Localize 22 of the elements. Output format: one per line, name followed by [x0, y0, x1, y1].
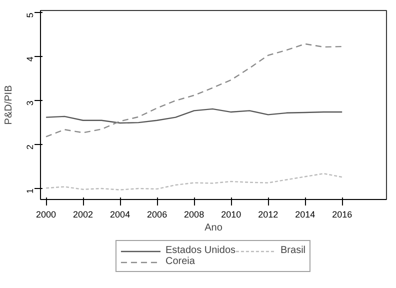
- x-tick-label: 2014: [295, 210, 316, 220]
- x-tick-label: 2006: [147, 210, 168, 220]
- y-tick-label: 3: [25, 100, 35, 106]
- x-tick-label: 2002: [73, 210, 94, 220]
- line-series: [45, 108, 343, 124]
- legend-label: Coreia: [165, 256, 195, 267]
- line-series: [45, 172, 343, 190]
- x-tick-label: 2012: [258, 210, 278, 220]
- line-series: [45, 43, 343, 138]
- y-tick-label: 4: [25, 56, 35, 62]
- x-tick-label: 2016: [332, 210, 352, 220]
- y-tick-label: 1: [25, 188, 35, 194]
- y-tick-label: 2: [25, 144, 35, 150]
- legend-label: Brasil: [280, 245, 306, 256]
- x-tick-label: 2008: [184, 210, 204, 220]
- y-axis-title: P&D/PIB: [4, 84, 14, 125]
- x-axis-title: Ano: [204, 222, 223, 234]
- x-tick-label: 2000: [36, 210, 56, 220]
- y-tick-label: 5: [25, 12, 35, 18]
- legend-label: Estados Unidos: [165, 245, 236, 256]
- x-tick-label: 2010: [221, 210, 242, 220]
- x-tick-label: 2004: [110, 210, 130, 220]
